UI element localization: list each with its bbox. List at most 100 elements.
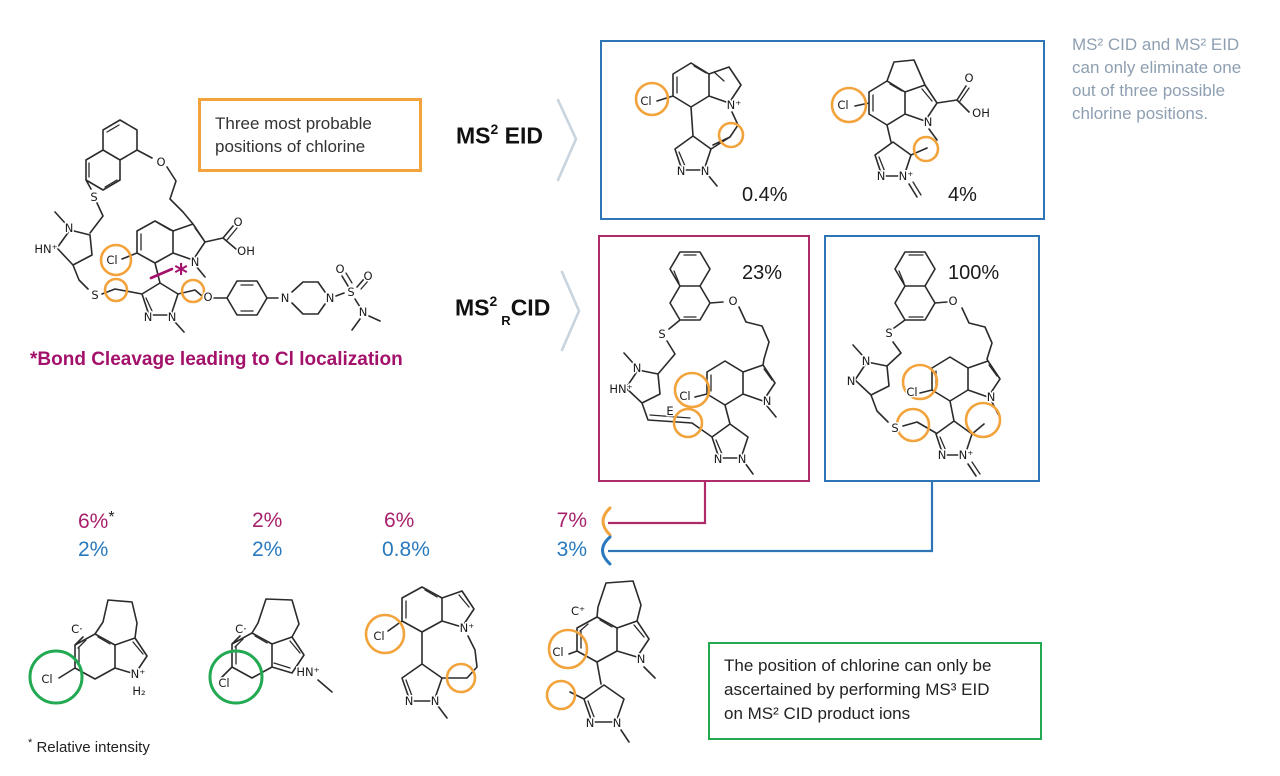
- atom-label: N: [677, 164, 686, 178]
- atom-label: N: [191, 255, 200, 269]
- fragment2-eid-percent: 2%: [252, 538, 283, 561]
- atom-label: C·: [71, 622, 83, 636]
- side-note-line4: chlorine positions.: [1072, 104, 1209, 123]
- rcid-product2-structure: O S N N S Cl N N N⁺: [845, 251, 1002, 477]
- atom-label: N: [633, 361, 642, 375]
- main-precursor-structure: * O S N HN⁺ Cl N O OH S N N O N N S O O …: [33, 119, 381, 333]
- green-conclusion-box: The position of chlorine can only be asc…: [708, 642, 1042, 740]
- green-note-line1: The position of chlorine can only be: [724, 656, 992, 675]
- atom-label: N: [862, 354, 871, 368]
- double-bond-path: [676, 65, 725, 167]
- atom-label: O: [233, 215, 242, 229]
- ms2-eid-sup: 2: [490, 121, 499, 137]
- probable-positions-line1: Three most probable: [215, 114, 372, 133]
- atom-label: OH: [972, 106, 990, 120]
- position-circle: [445, 662, 477, 694]
- cl-position-circle: [99, 243, 133, 277]
- atom-label: N: [281, 291, 290, 305]
- atom-label: N: [987, 390, 996, 404]
- atom-label: Cl: [41, 672, 52, 686]
- atom-label: S: [91, 288, 98, 302]
- atom-label: O: [335, 262, 344, 276]
- double-bond-path: [649, 254, 773, 455]
- cl-position-circle: [634, 81, 670, 117]
- eid-product1-structure: Cl N⁺ N N: [634, 62, 745, 187]
- atom-label: OH: [237, 244, 255, 258]
- cl-position-circle: [364, 613, 406, 655]
- eid-product1-percent: 0.4%: [742, 184, 788, 206]
- blue-bracket-icon: [601, 535, 612, 566]
- fragment1-rcid-percent: 6%*: [78, 509, 115, 533]
- atom-label: Cl: [552, 645, 563, 659]
- atom-label: Cl: [218, 676, 229, 690]
- side-note-line2: can only eliminate one: [1072, 58, 1242, 77]
- bond-path: [54, 119, 381, 333]
- rcid-product2-percent: 100%: [948, 262, 1000, 284]
- ms2-rcid-base: MS: [455, 294, 490, 321]
- eid-product2-structure: Cl N O OH N N⁺: [830, 59, 991, 198]
- e-config-label: E: [666, 404, 673, 418]
- side-note: MS² CID and MS² EID can only eliminate o…: [1072, 33, 1278, 125]
- side-note-line3: out of three possible: [1072, 81, 1226, 100]
- ms2-rcid-sup: 2: [489, 293, 498, 309]
- fragment4-rcid-percent: 7%: [556, 509, 587, 532]
- green-note-line3: on MS² CID product ions: [724, 704, 911, 723]
- atom-label: O: [948, 294, 957, 308]
- eid-chevron-icon: [556, 98, 578, 182]
- eid-product2-percent: 4%: [948, 184, 977, 206]
- orange-bracket-icon: [601, 506, 612, 537]
- bond-path: [387, 586, 478, 719]
- atom-label: N: [613, 716, 622, 730]
- rcid-product2-box: [824, 235, 1040, 482]
- double-bond-path: [88, 124, 369, 312]
- fragment3-rcid-percent: 6%: [384, 509, 415, 532]
- atom-label: N: [714, 452, 723, 466]
- atom-label: N: [847, 374, 856, 388]
- relative-intensity-text: Relative intensity: [32, 739, 150, 756]
- atom-label: N⁺: [727, 98, 742, 112]
- atom-label: H₂: [132, 684, 145, 698]
- green-note-line2: ascertained by performing MS³ EID: [724, 680, 990, 699]
- atom-label: Cl: [640, 94, 651, 108]
- atom-label: N: [65, 221, 74, 235]
- atom-label: N⁺: [959, 448, 974, 462]
- fragment1-structure: C· Cl N⁺ H₂: [28, 599, 148, 705]
- atom-label: O: [363, 269, 372, 283]
- atom-label: N: [938, 448, 947, 462]
- position-circle: [964, 401, 1002, 439]
- double-bond-path: [405, 589, 470, 697]
- atom-label: S: [885, 326, 892, 340]
- atom-label: N: [586, 716, 595, 730]
- fragment3-structure: Cl N⁺ N N: [364, 586, 478, 719]
- atom-label: Cl: [373, 629, 384, 643]
- atom-label: S: [90, 190, 97, 204]
- side-note-line1: MS² CID and MS² EID: [1072, 35, 1240, 54]
- relative-intensity-star: *: [28, 737, 33, 749]
- atom-label: N: [738, 452, 747, 466]
- rcid-product1-box: [598, 235, 810, 482]
- rcid-chevron-icon: [560, 270, 581, 352]
- atom-label: N: [405, 694, 414, 708]
- cl-position-circle: [830, 86, 868, 124]
- cl-position-circle: [547, 628, 589, 670]
- atom-label: N: [359, 305, 368, 319]
- double-bond-path: [579, 619, 645, 718]
- position-circle: [103, 277, 129, 303]
- atom-label: N⁺: [460, 621, 475, 635]
- atom-label: O: [964, 71, 973, 85]
- atom-label: Cl: [837, 98, 848, 112]
- bond-path: [852, 251, 1001, 477]
- atom-label: N: [877, 169, 886, 183]
- cleavage-slash: [149, 267, 174, 280]
- atom-label: N: [168, 310, 177, 324]
- ms2-eid-base: MS: [456, 122, 491, 149]
- cl-position-circle: [901, 363, 939, 401]
- atom-label: Cl: [906, 385, 917, 399]
- position-circle: [895, 407, 931, 443]
- atom-label: N: [637, 652, 646, 666]
- atom-label: N: [431, 694, 440, 708]
- atom-label: HN⁺: [296, 665, 319, 679]
- cl-position-circle: [673, 371, 711, 409]
- position-circle: [912, 135, 940, 163]
